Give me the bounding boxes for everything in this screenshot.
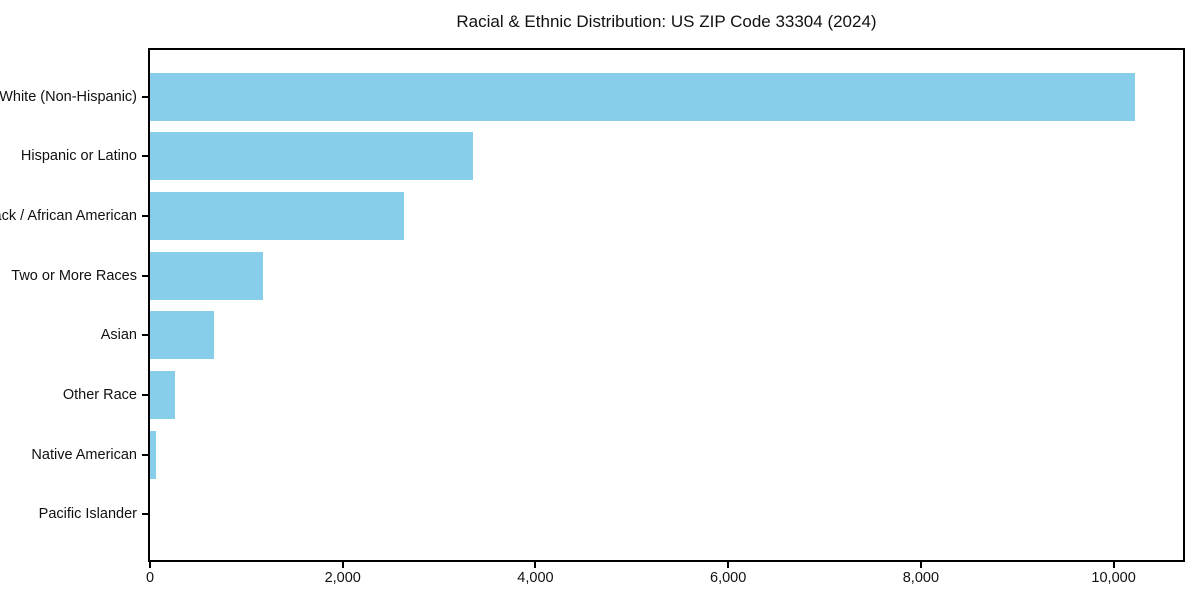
y-tick-mark	[142, 95, 148, 98]
y-tick-label: Native American	[31, 446, 137, 463]
bar-two-or-more-races	[150, 251, 263, 300]
x-tick-label: 4,000	[517, 570, 554, 586]
y-tick-label: Two or More Races	[11, 267, 137, 284]
chart-title: Racial & Ethnic Distribution: US ZIP Cod…	[456, 12, 877, 31]
y-tick-label: Black / African American	[0, 207, 137, 224]
x-tick-mark	[1112, 562, 1115, 568]
y-axis: White (Non-Hispanic) Hispanic or Latino Bl…	[0, 48, 148, 562]
bar-hispanic-or-latino	[150, 132, 473, 181]
y-tick-label: Hispanic or Latino	[20, 148, 137, 165]
y-tick-mark	[142, 394, 148, 396]
y-tick-mark	[142, 155, 148, 158]
x-tick-mark	[919, 562, 922, 568]
plot-area	[148, 48, 1185, 562]
y-tick-label: Other Race	[62, 387, 137, 403]
x-tick-mark	[727, 562, 730, 568]
y-tick-label: Asian	[100, 327, 137, 344]
y-tick-mark	[142, 453, 148, 456]
y-tick-mark	[142, 214, 148, 217]
y-tick-mark	[142, 513, 148, 516]
x-tick-label: 8,000	[902, 570, 940, 586]
bar-other-race	[150, 371, 176, 419]
x-tick-mark	[534, 562, 537, 568]
x-tick-label: 2,000	[324, 570, 361, 586]
y-tick-mark	[142, 274, 148, 277]
bar-white-non-hispanic	[150, 72, 1135, 121]
y-tick-label: Pacific Islander	[38, 506, 137, 523]
x-tick-label: 0	[145, 570, 155, 586]
x-tick-label: 10,000	[1091, 570, 1136, 586]
y-tick-mark	[142, 334, 148, 337]
x-tick-mark	[341, 562, 344, 568]
x-tick-label: 6,000	[710, 570, 747, 586]
x-tick-mark	[149, 562, 151, 568]
y-tick-label: White (Non-Hispanic)	[0, 88, 137, 105]
bar-asian	[150, 311, 214, 360]
bar-native-american	[150, 430, 156, 479]
bar-black-african-american	[150, 191, 405, 240]
